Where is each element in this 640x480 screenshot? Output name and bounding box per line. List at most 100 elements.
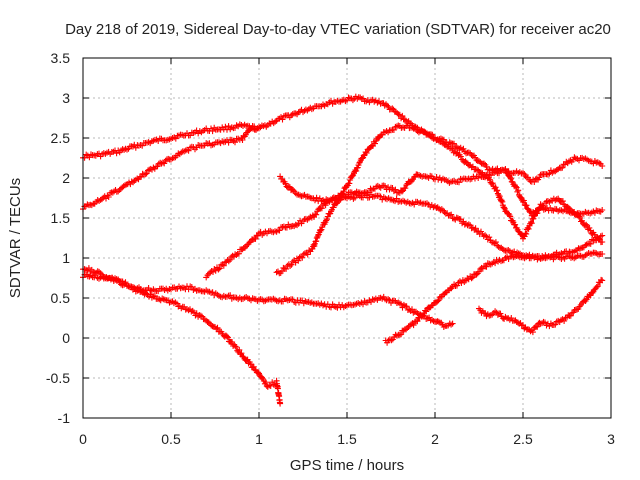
plus-marker bbox=[402, 185, 409, 192]
plus-marker bbox=[435, 297, 442, 304]
plus-marker bbox=[290, 187, 297, 193]
plus-marker bbox=[495, 243, 502, 250]
plus-marker bbox=[495, 191, 502, 198]
plus-marker bbox=[105, 194, 112, 200]
y-tick-label: -0.5 bbox=[46, 370, 70, 386]
plus-marker bbox=[145, 167, 151, 174]
plus-marker bbox=[409, 306, 415, 313]
plus-marker bbox=[349, 97, 356, 104]
plus-marker bbox=[410, 322, 417, 329]
plus-marker bbox=[520, 197, 527, 204]
plus-marker bbox=[150, 164, 157, 171]
axis-ticks bbox=[82, 57, 612, 419]
plus-marker bbox=[540, 203, 547, 210]
plus-marker bbox=[225, 258, 232, 265]
y-tick-label: 3 bbox=[62, 90, 70, 106]
plus-marker bbox=[599, 277, 606, 284]
plus-marker bbox=[455, 215, 461, 222]
plus-marker bbox=[451, 140, 457, 147]
plus-marker bbox=[506, 212, 513, 218]
plus-marker bbox=[449, 320, 456, 327]
plus-marker bbox=[396, 300, 403, 307]
plus-marker bbox=[306, 247, 313, 254]
plus-marker bbox=[593, 284, 600, 290]
plus-marker bbox=[380, 182, 387, 189]
sat-track-6 bbox=[273, 122, 606, 277]
plus-marker bbox=[353, 168, 360, 174]
plus-marker bbox=[457, 153, 464, 160]
plus-marker bbox=[383, 128, 390, 134]
plus-marker bbox=[185, 307, 192, 314]
plus-marker bbox=[276, 227, 283, 234]
plus-marker bbox=[322, 202, 329, 209]
plus-marker bbox=[360, 152, 367, 159]
plus-marker bbox=[433, 137, 440, 144]
plus-marker bbox=[433, 204, 440, 211]
y-tick-label: 3.5 bbox=[51, 50, 71, 66]
plus-marker bbox=[567, 312, 574, 319]
plus-marker bbox=[90, 268, 97, 275]
plus-marker bbox=[456, 179, 462, 186]
plus-marker bbox=[122, 182, 128, 189]
plus-marker bbox=[214, 324, 221, 331]
plus-marker bbox=[599, 163, 606, 169]
plus-marker bbox=[453, 214, 460, 221]
plus-marker bbox=[403, 303, 410, 310]
plus-marker bbox=[315, 232, 322, 239]
plus-marker bbox=[224, 334, 231, 341]
plus-marker bbox=[468, 275, 475, 282]
plus-marker bbox=[399, 188, 405, 195]
plus-marker bbox=[589, 290, 596, 296]
plus-marker bbox=[238, 350, 245, 357]
x-tick-label: 2.5 bbox=[513, 431, 533, 447]
sat-track-3 bbox=[80, 265, 284, 407]
plus-marker bbox=[401, 116, 408, 123]
plus-marker bbox=[542, 319, 548, 326]
plus-marker bbox=[561, 318, 568, 324]
plus-marker bbox=[279, 116, 286, 123]
plus-marker bbox=[262, 379, 269, 386]
plus-marker bbox=[586, 224, 593, 231]
plus-marker bbox=[507, 174, 514, 181]
plus-marker bbox=[209, 128, 216, 135]
data-series bbox=[80, 93, 606, 407]
plus-marker bbox=[232, 139, 238, 146]
plus-marker bbox=[292, 190, 299, 197]
plus-marker bbox=[143, 170, 150, 177]
plus-marker bbox=[448, 211, 455, 218]
plus-marker bbox=[323, 217, 330, 224]
plus-marker bbox=[529, 329, 536, 336]
plus-marker bbox=[460, 145, 467, 152]
plus-marker bbox=[243, 357, 250, 364]
plus-marker bbox=[501, 204, 508, 211]
plus-marker bbox=[324, 216, 330, 223]
plus-marker bbox=[100, 194, 107, 201]
plus-marker bbox=[349, 173, 356, 179]
sat-track-1 bbox=[80, 93, 606, 185]
x-axis-tick-labels: 0 0.5 1 1.5 2 2.5 3 bbox=[79, 431, 615, 447]
plus-marker bbox=[417, 127, 424, 134]
plus-marker bbox=[562, 161, 568, 168]
plus-marker bbox=[536, 174, 543, 181]
plus-marker bbox=[254, 232, 261, 239]
plus-marker bbox=[310, 241, 317, 248]
sat-track-8 bbox=[382, 232, 606, 346]
plus-marker bbox=[246, 239, 253, 246]
plus-marker bbox=[536, 206, 542, 213]
plus-marker bbox=[339, 191, 346, 198]
plus-marker bbox=[235, 250, 242, 257]
chart-title: Day 218 of 2019, Sidereal Day-to-day VTE… bbox=[65, 21, 611, 38]
plus-marker bbox=[441, 209, 448, 216]
plus-marker bbox=[552, 321, 559, 328]
plus-marker bbox=[357, 94, 364, 101]
plus-marker bbox=[534, 256, 541, 263]
x-tick-label: 0 bbox=[79, 431, 87, 447]
plus-marker bbox=[496, 193, 503, 200]
plus-marker bbox=[476, 268, 482, 275]
plus-marker bbox=[511, 248, 518, 255]
plus-marker bbox=[165, 155, 172, 162]
plus-marker bbox=[599, 251, 606, 257]
plus-marker bbox=[318, 205, 325, 212]
plus-marker bbox=[534, 323, 541, 330]
plus-marker bbox=[499, 198, 506, 205]
